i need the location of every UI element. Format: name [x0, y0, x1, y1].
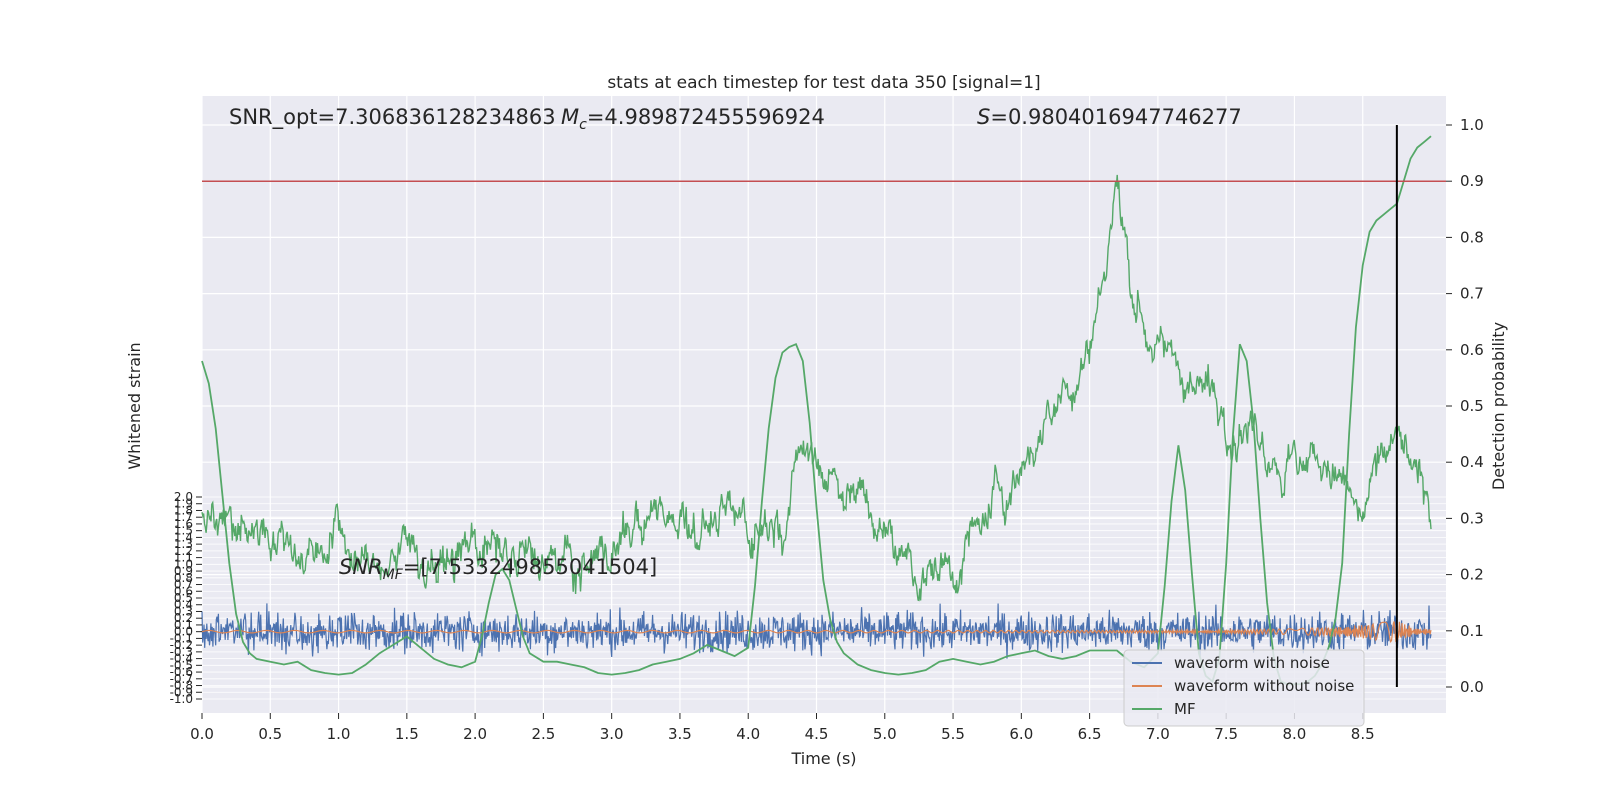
plot-area — [202, 96, 1446, 713]
x-tick-label: 1.0 — [327, 725, 351, 743]
left-tick-label: 1.2 — [174, 544, 193, 558]
left-tick-label: -0.1 — [170, 631, 193, 645]
snr-mf-annotation: SNRMF=[7.533249855041504] — [339, 555, 657, 583]
right-axis-label: Detection probability — [1489, 322, 1508, 490]
left-tick-label: 1.1 — [174, 551, 193, 565]
legend-label-noise: waveform with noise — [1174, 654, 1330, 672]
x-tick-label: 1.5 — [395, 725, 419, 743]
left-tick-label: 0.1 — [174, 618, 193, 632]
x-tick-label: 0.5 — [258, 725, 282, 743]
x-tick-label: 4.5 — [805, 725, 829, 743]
left-tick-label: -0.5 — [170, 658, 193, 672]
right-tick-label: 0.2 — [1460, 566, 1484, 584]
x-tick-label: 6.0 — [1009, 725, 1033, 743]
right-tick-label: 0.1 — [1460, 622, 1484, 640]
series-waveform-with-noise — [201, 603, 1432, 659]
x-tick-label: 3.0 — [600, 725, 624, 743]
left-tick-label: 0.6 — [174, 584, 193, 598]
left-tick-label: 1.6 — [174, 517, 193, 531]
left-tick-label: -0.6 — [170, 665, 193, 679]
legend-box — [1123, 649, 1365, 727]
right-tick-label: 0.8 — [1460, 228, 1484, 246]
s-symbol: S — [977, 105, 990, 129]
x-tick-label: 8.0 — [1283, 725, 1307, 743]
snr-opt-annotation: SNR_opt=7.306836128234863 — [229, 105, 556, 130]
grid-lines — [201, 96, 1446, 713]
left-axis-label: Whitened strain — [125, 342, 144, 469]
x-tick-label: 5.5 — [941, 725, 965, 743]
x-axis-ticks: 0.0 0.5 1.0 1.5 2.0 2.5 3.0 3.5 4.0 4.5 5.0 5.5 6.0 6… — [190, 713, 1375, 743]
x-tick-label: 5.0 — [873, 725, 897, 743]
x-tick-label: 6.5 — [1078, 725, 1102, 743]
left-tick-label: -0.8 — [170, 679, 193, 693]
x-tick-label: 2.0 — [463, 725, 487, 743]
x-tick-label: 7.0 — [1146, 725, 1170, 743]
right-tick-label: 0.3 — [1460, 509, 1484, 527]
left-tick-label: 0.8 — [174, 571, 193, 585]
left-tick-label: 1.9 — [174, 497, 193, 511]
left-tick-label: 2.0 — [174, 490, 193, 504]
right-tick-label: 0.6 — [1460, 341, 1484, 359]
x-tick-label: 2.5 — [531, 725, 555, 743]
right-tick-label: 1.0 — [1460, 116, 1484, 134]
right-tick-label: 0.9 — [1460, 172, 1484, 190]
left-tick-label: 0.9 — [174, 564, 193, 578]
x-tick-label: 3.5 — [668, 725, 692, 743]
x-tick-label: 0.0 — [190, 725, 214, 743]
right-tick-label: 0.5 — [1460, 397, 1484, 415]
left-tick-label: 1.3 — [174, 537, 193, 551]
x-tick-label: 4.0 — [736, 725, 760, 743]
mc-value: =4.989872455596924 — [587, 105, 825, 129]
left-tick-label: -1.0 — [170, 692, 193, 706]
left-tick-label: 1.0 — [174, 557, 193, 571]
series-waveform-without-noise — [201, 621, 1432, 644]
left-tick-label: 0.2 — [174, 611, 193, 625]
right-tick-label: 0.0 — [1460, 678, 1484, 696]
mc-symbol: M — [561, 105, 579, 129]
left-tick-label: 1.5 — [174, 524, 193, 538]
left-tick-label: 1.8 — [174, 503, 193, 517]
left-tick-label: 0.0 — [174, 625, 193, 639]
left-tick-label: 1.4 — [174, 530, 193, 544]
left-tick-label: 0.4 — [174, 598, 193, 612]
s-value: =0.9804016947746277 — [990, 105, 1241, 129]
legend: waveform with noise waveform without noi… — [1123, 649, 1365, 727]
left-tick-label: 0.5 — [174, 591, 193, 605]
left-tick-label: -0.9 — [170, 685, 193, 699]
left-tick-label: -0.4 — [170, 652, 193, 666]
right-axis-ticks: 0.0 0.1 0.2 0.3 0.4 0.5 0.6 0.7 0.8 0.9 1.0 — [1446, 116, 1484, 696]
mc-subscript: c — [579, 117, 587, 133]
series-detection-probability — [201, 174, 1432, 602]
mc-annotation: Mc=4.989872455596924 — [561, 105, 825, 133]
right-tick-label: 0.7 — [1460, 285, 1484, 303]
left-tick-label: -0.2 — [170, 638, 193, 652]
snr-mf-symbol: SNR — [339, 555, 383, 579]
left-tick-label: -0.3 — [170, 645, 193, 659]
left-tick-label: 0.3 — [174, 604, 193, 618]
x-tick-label: 8.5 — [1351, 725, 1375, 743]
legend-label-mf: MF — [1174, 700, 1196, 718]
left-tick-label: 0.7 — [174, 578, 193, 592]
s-annotation: S=0.9804016947746277 — [977, 105, 1242, 129]
left-axis-ticks: -1.0-0.9-0.8-0.7-0.6-0.5-0.4-0.3-0.2-0.1… — [170, 490, 202, 706]
snr-mf-subscript: MF — [383, 567, 404, 583]
x-axis-label: Time (s) — [790, 749, 856, 768]
left-tick-label: 1.7 — [174, 510, 193, 524]
x-tick-label: 7.5 — [1214, 725, 1238, 743]
right-tick-label: 0.4 — [1460, 453, 1484, 471]
chart-title: stats at each timestep for test data 350… — [607, 73, 1040, 93]
legend-label-clean: waveform without noise — [1174, 677, 1354, 695]
left-tick-label: -0.7 — [170, 672, 193, 686]
snr-mf-value: =[7.533249855041504] — [403, 555, 657, 579]
